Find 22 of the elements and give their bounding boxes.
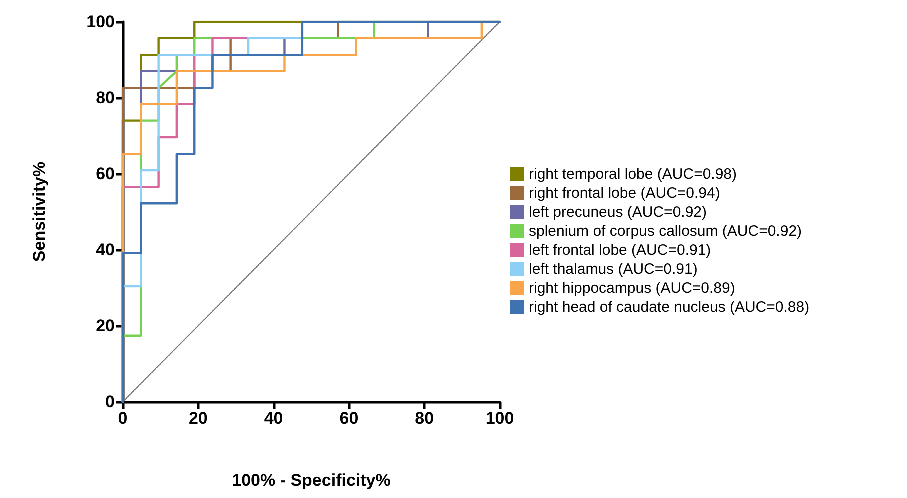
x-tick-label: 20 xyxy=(188,409,208,428)
y-tick-label: 20 xyxy=(96,316,115,336)
y-tick-label: 0 xyxy=(106,392,115,412)
y-axis-title: Sensitivity% xyxy=(30,162,49,262)
x-axis-title: 100% - Specificity% xyxy=(232,471,391,490)
legend-label: splenium of corpus callosum (AUC=0.92) xyxy=(529,223,802,240)
x-tick-label: 40 xyxy=(264,409,284,428)
legend-label: left precuneus (AUC=0.92) xyxy=(529,204,708,221)
legend-label: right head of caudate nucleus (AUC=0.88) xyxy=(529,299,810,316)
x-tick-label: 0 xyxy=(118,409,128,428)
y-tick-label: 80 xyxy=(96,88,115,108)
x-tick-label: 80 xyxy=(415,409,434,428)
legend-label: right hippocampus (AUC=0.89) xyxy=(529,280,736,297)
legend-label: left frontal lobe (AUC=0.91) xyxy=(529,242,712,259)
x-tick-label: 100 xyxy=(486,409,514,428)
x-tick-label: 60 xyxy=(340,409,359,428)
legend-label: left thalamus (AUC=0.91) xyxy=(529,261,698,278)
legend-label: right frontal lobe (AUC=0.94) xyxy=(529,185,720,202)
y-tick-label: 100 xyxy=(86,12,115,32)
y-tick-label: 40 xyxy=(96,240,115,260)
legend-label: right temporal lobe (AUC=0.98) xyxy=(529,166,738,183)
y-tick-label: 60 xyxy=(96,164,115,184)
